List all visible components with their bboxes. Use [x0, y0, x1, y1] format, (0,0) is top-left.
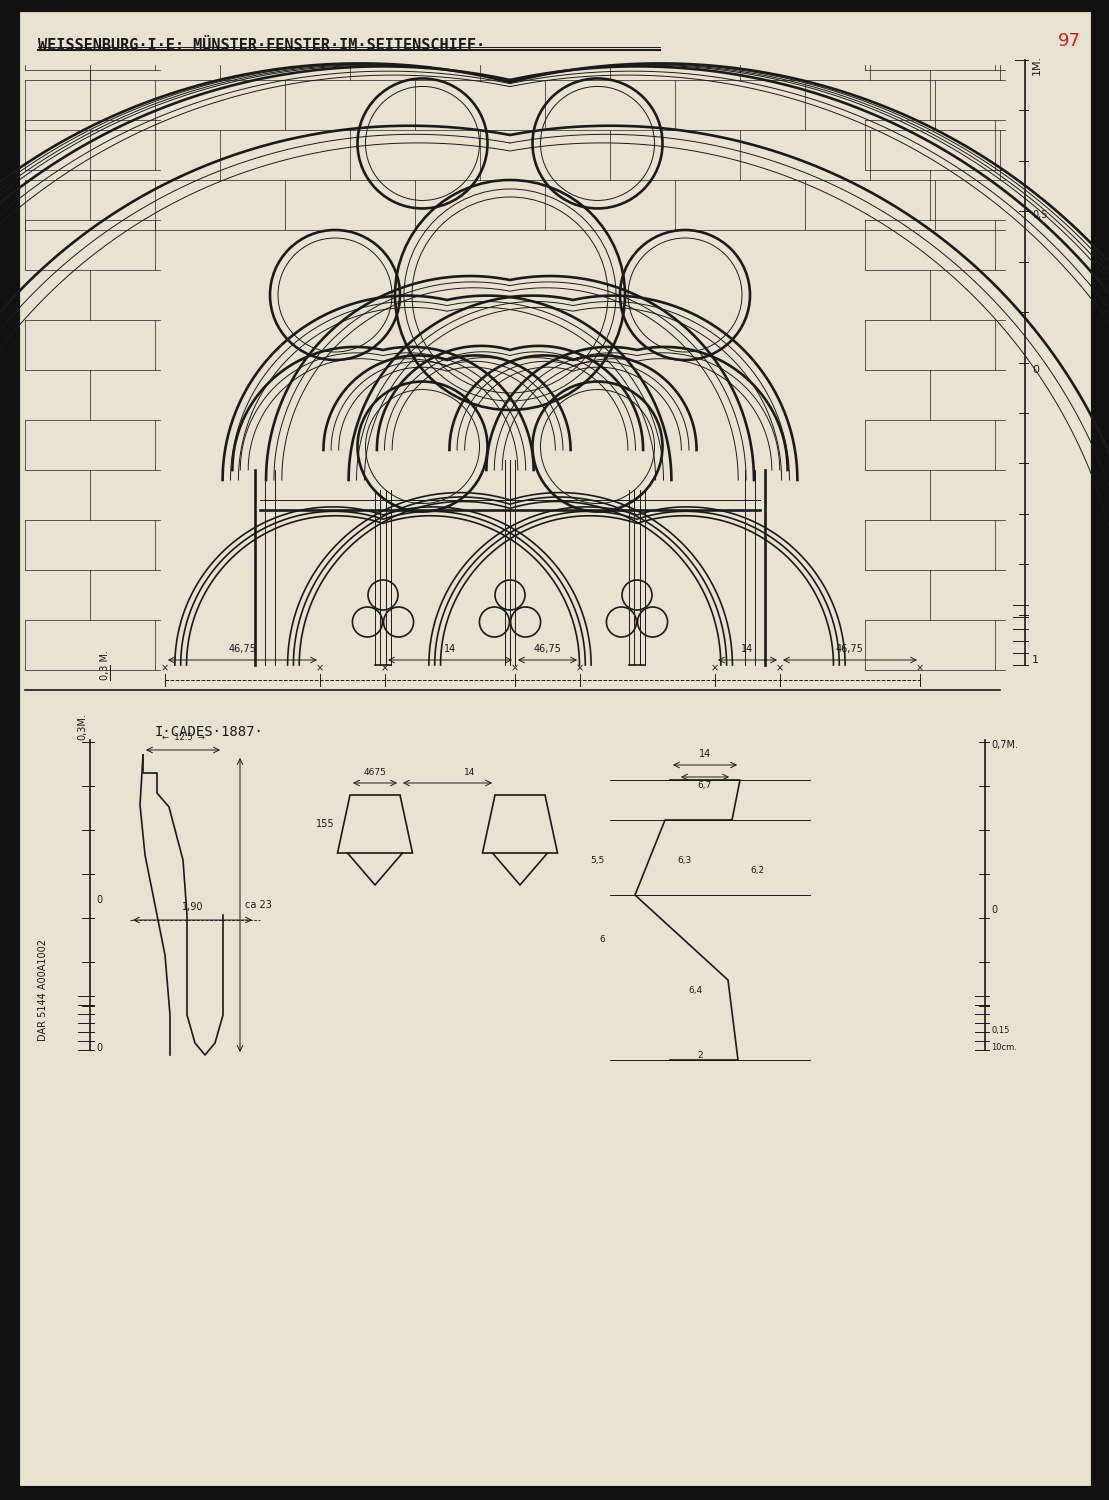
Text: 1M.: 1M. — [1032, 56, 1042, 75]
Text: 6,3: 6,3 — [678, 855, 692, 864]
Text: 155: 155 — [316, 819, 335, 830]
Text: 46,75: 46,75 — [228, 644, 256, 654]
Text: 14: 14 — [444, 644, 456, 654]
Text: 6,2: 6,2 — [750, 865, 764, 874]
Text: 0,5: 0,5 — [1032, 210, 1048, 220]
Text: 10cm.: 10cm. — [991, 1044, 1017, 1053]
Text: 97: 97 — [1058, 32, 1081, 50]
Text: 6,4: 6,4 — [688, 986, 702, 994]
Text: ×: × — [380, 663, 389, 674]
Text: I·CADES·1887·: I·CADES·1887· — [155, 724, 264, 740]
Text: 0,3M.: 0,3M. — [77, 712, 87, 740]
Text: ×: × — [711, 663, 719, 674]
Text: 14: 14 — [699, 748, 711, 759]
Text: 0,7M.: 0,7M. — [991, 740, 1018, 750]
Text: 14: 14 — [465, 768, 476, 777]
Text: ←  12.5  →: ← 12.5 → — [162, 734, 204, 742]
Text: 6: 6 — [599, 936, 606, 945]
Text: 14: 14 — [742, 644, 754, 654]
Text: 6,7: 6,7 — [698, 782, 712, 790]
Text: 0: 0 — [991, 904, 997, 915]
Text: 0: 0 — [1032, 364, 1039, 375]
Text: 46,75: 46,75 — [533, 644, 561, 654]
Text: 0,15: 0,15 — [991, 1026, 1009, 1035]
Text: ×: × — [776, 663, 784, 674]
Text: 5,5: 5,5 — [591, 855, 606, 864]
Text: ×: × — [576, 663, 584, 674]
Text: ×: × — [161, 663, 169, 674]
Text: ×: × — [316, 663, 324, 674]
Text: 46,75: 46,75 — [836, 644, 864, 654]
Text: 0: 0 — [96, 896, 102, 904]
Text: 0,3 M.: 0,3 M. — [100, 650, 110, 680]
Text: 0: 0 — [96, 1042, 102, 1053]
Text: ×: × — [916, 663, 924, 674]
Text: ca 23: ca 23 — [245, 900, 272, 910]
Text: ×: × — [511, 663, 519, 674]
Text: 1: 1 — [1032, 656, 1039, 664]
Text: 1,90: 1,90 — [182, 902, 204, 912]
Text: WEISSENBURG·I·E: MÜNSTER·FENSTER·IM·SEITENSCHIFF·: WEISSENBURG·I·E: MÜNSTER·FENSTER·IM·SEIT… — [38, 38, 485, 52]
Text: 4675: 4675 — [364, 768, 386, 777]
Text: 2: 2 — [698, 1050, 703, 1059]
Text: DAR 5144 A00A1002: DAR 5144 A00A1002 — [38, 939, 48, 1041]
